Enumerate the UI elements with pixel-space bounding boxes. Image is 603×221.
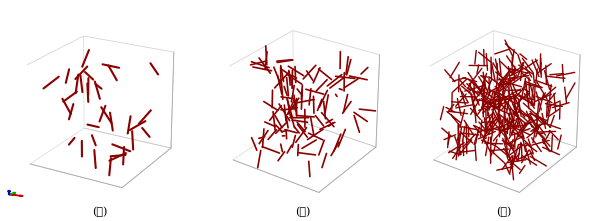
Text: (나): (나) [295,206,311,217]
Text: (가): (가) [92,206,107,217]
Text: (다): (다) [496,206,511,217]
